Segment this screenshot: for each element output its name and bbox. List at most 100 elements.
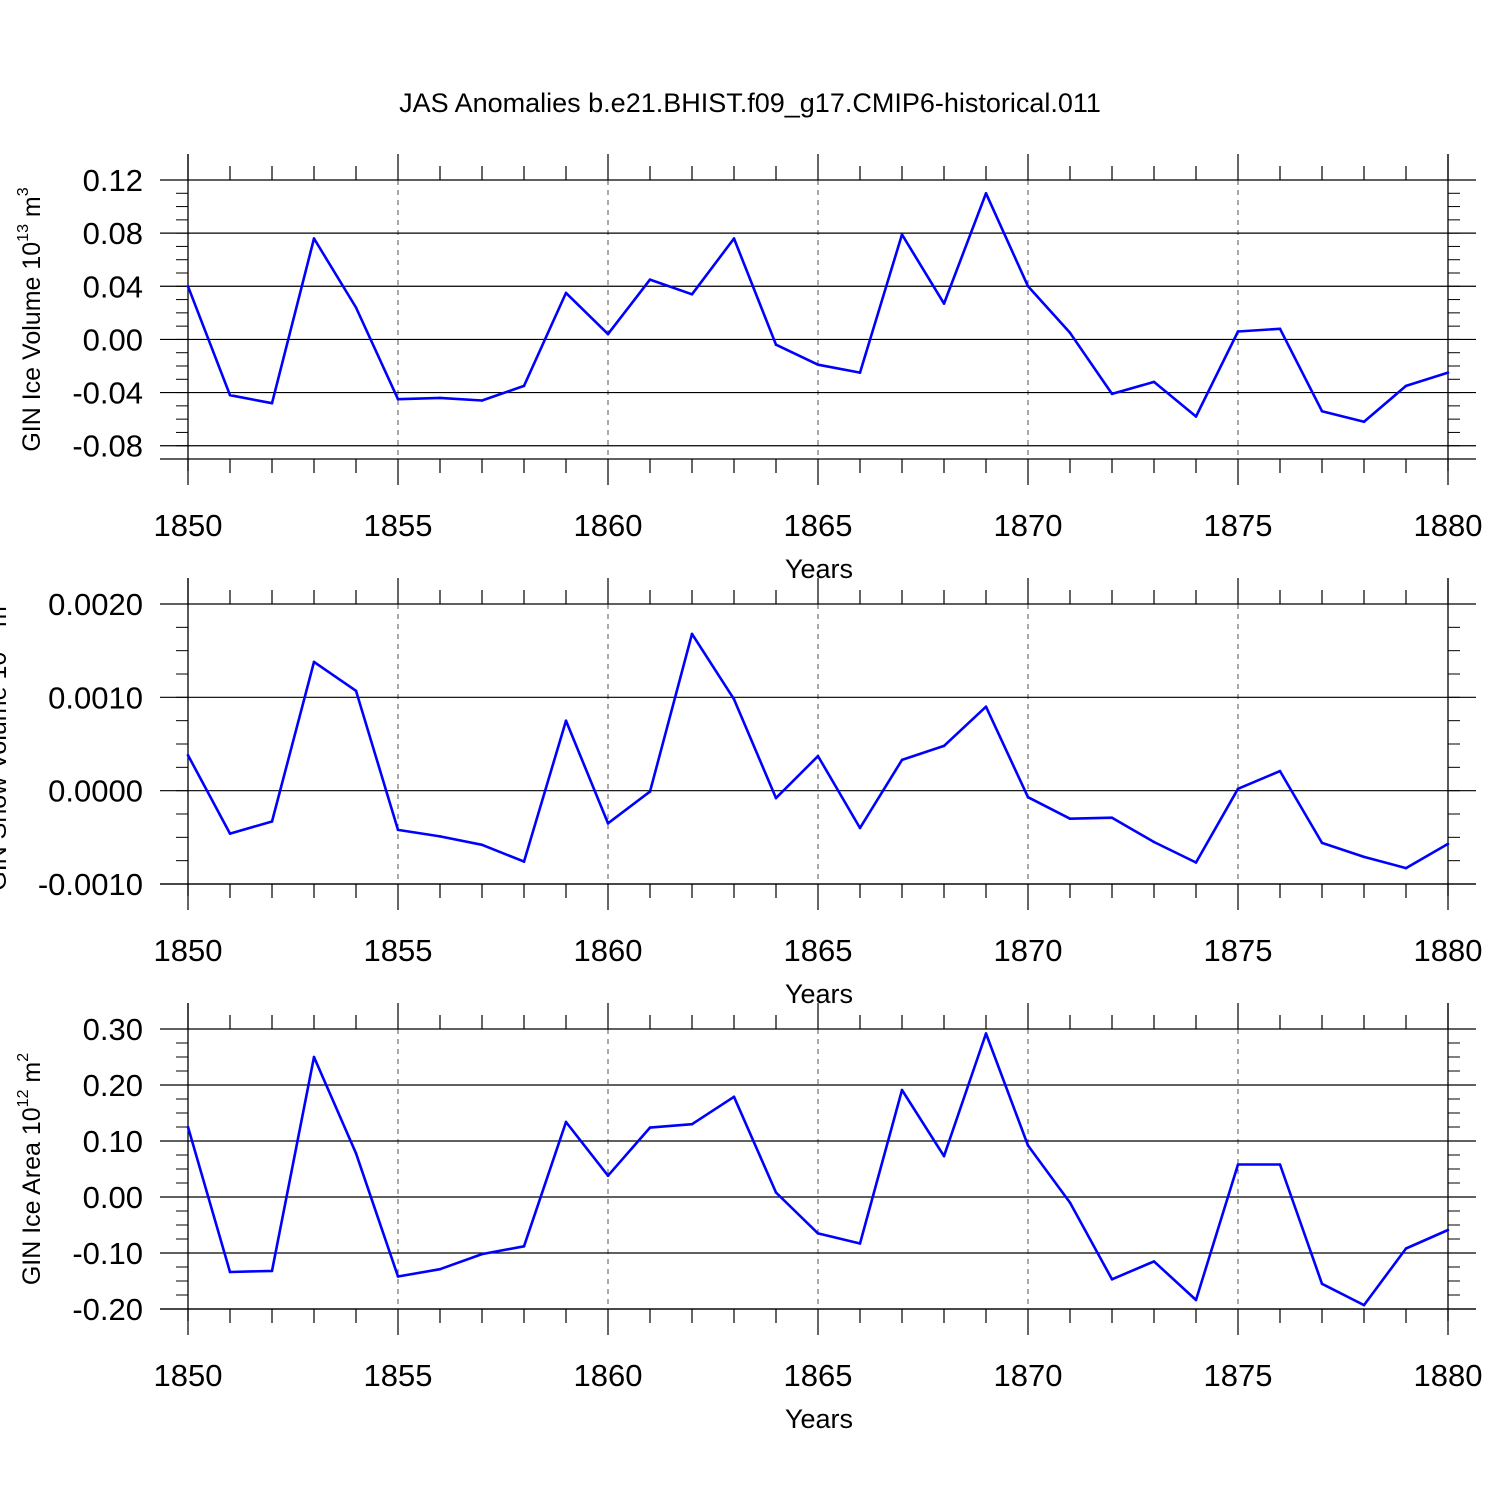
data-point	[606, 332, 610, 336]
y-tick-label: 0.0010	[48, 680, 143, 715]
data-point	[1110, 816, 1114, 820]
y-tick-label: 0.10	[83, 1124, 143, 1159]
data-point	[1068, 331, 1072, 335]
data-point	[270, 401, 274, 405]
data-point	[942, 302, 946, 305]
data-point	[1194, 861, 1198, 864]
data-point	[564, 291, 568, 295]
data-point	[732, 697, 736, 701]
data-point	[1278, 1163, 1282, 1166]
data-point	[774, 343, 778, 347]
data-point	[396, 397, 400, 401]
data-point	[1446, 842, 1450, 846]
data-point	[1026, 1144, 1030, 1147]
data-point	[480, 1252, 484, 1256]
data-point	[1278, 769, 1282, 773]
x-tick-label: 1850	[154, 508, 223, 543]
data-point	[774, 1191, 778, 1194]
y-tick-label: -0.10	[72, 1236, 143, 1271]
x-tick-label: 1865	[784, 1358, 853, 1393]
data-point	[690, 1122, 694, 1126]
x-tick-label: 1870	[994, 933, 1063, 968]
x-tick-label: 1860	[574, 508, 643, 543]
y-tick-label: -0.0010	[38, 867, 143, 902]
x-tick-label: 1850	[154, 933, 223, 968]
data-point	[228, 393, 232, 397]
data-point	[648, 1126, 652, 1129]
data-point	[564, 719, 568, 722]
data-point	[1362, 420, 1366, 424]
x-tick-label: 1855	[364, 933, 433, 968]
y-tick-label: 0.08	[83, 216, 143, 251]
x-tick-label: 1855	[364, 508, 433, 543]
data-point	[1152, 840, 1156, 844]
y-axis-label: GIN Ice Area 1012 m2	[15, 1053, 46, 1285]
data-point	[858, 826, 862, 830]
x-axis-label: Years	[785, 979, 853, 1009]
data-point	[480, 399, 484, 402]
x-tick-label: 1865	[784, 508, 853, 543]
x-tick-label: 1860	[574, 933, 643, 968]
data-point	[438, 835, 442, 838]
data-point	[354, 306, 358, 309]
x-tick-label: 1880	[1414, 1358, 1483, 1393]
data-point	[1068, 817, 1072, 820]
data-point	[438, 396, 442, 400]
data-point	[354, 689, 358, 693]
data-point	[606, 1174, 610, 1178]
y-tick-label: 0.0000	[48, 774, 143, 809]
data-point	[732, 237, 736, 240]
x-tick-label: 1875	[1204, 933, 1273, 968]
data-point	[396, 828, 400, 832]
data-point	[186, 1125, 190, 1129]
y-tick-label: 0.30	[83, 1012, 143, 1047]
y-tick-label: 0.00	[83, 1180, 143, 1215]
data-point	[312, 237, 316, 240]
data-point	[900, 1088, 904, 1092]
data-point	[816, 1232, 820, 1235]
data-point	[1110, 1278, 1114, 1281]
data-point	[312, 660, 316, 664]
x-tick-label: 1870	[994, 1358, 1063, 1393]
data-point	[1320, 1282, 1324, 1286]
data-point	[1236, 787, 1240, 791]
data-point	[228, 1270, 232, 1274]
y-axis-label: GIN Ice Volume 1013 m3	[15, 187, 46, 451]
data-point	[900, 758, 904, 762]
data-point	[690, 292, 694, 296]
data-point	[312, 1055, 316, 1059]
data-point	[1404, 866, 1408, 870]
data-point	[1446, 1228, 1450, 1232]
x-tick-label: 1865	[784, 933, 853, 968]
data-point	[1278, 327, 1282, 331]
data-point	[900, 233, 904, 236]
data-point	[1068, 1201, 1072, 1204]
data-point	[1236, 1163, 1240, 1166]
y-tick-label: -0.04	[72, 376, 143, 411]
data-point	[1026, 284, 1030, 288]
x-tick-label: 1875	[1204, 1358, 1273, 1393]
data-point	[1446, 371, 1450, 374]
data-point	[606, 822, 610, 825]
data-point	[1026, 795, 1030, 799]
data-point	[732, 1095, 736, 1099]
data-point	[1404, 384, 1408, 388]
y-tick-label: -0.20	[72, 1292, 143, 1327]
data-point	[648, 278, 652, 281]
data-point	[1236, 330, 1240, 333]
data-point	[984, 191, 988, 195]
y-tick-label: 0.12	[83, 163, 143, 198]
data-point	[186, 284, 190, 288]
x-tick-label: 1880	[1414, 508, 1483, 543]
y-tick-label: 0.20	[83, 1068, 143, 1103]
data-point	[816, 754, 820, 758]
data-point	[858, 1242, 862, 1245]
data-point	[396, 1275, 400, 1278]
data-point	[354, 1152, 358, 1155]
data-point	[564, 1120, 568, 1124]
data-point	[186, 753, 190, 757]
data-point	[438, 1267, 442, 1271]
x-tick-label: 1870	[994, 508, 1063, 543]
